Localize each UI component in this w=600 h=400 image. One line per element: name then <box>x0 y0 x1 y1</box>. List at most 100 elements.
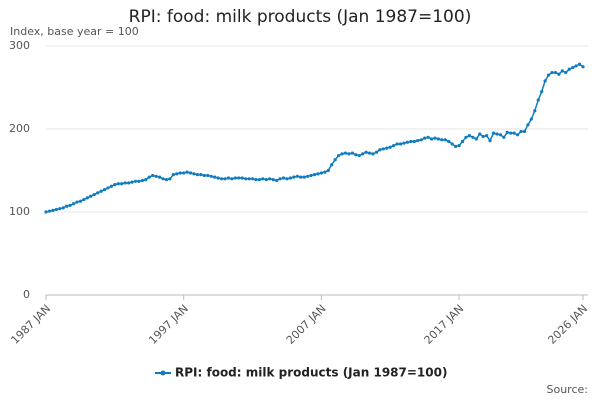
point <box>336 153 341 158</box>
point <box>306 174 310 178</box>
point <box>522 129 527 134</box>
point <box>250 177 255 181</box>
point <box>106 186 110 190</box>
point <box>206 173 210 178</box>
point <box>295 174 299 178</box>
point <box>182 171 186 175</box>
point <box>564 70 568 75</box>
point <box>519 129 523 134</box>
point <box>240 176 244 180</box>
point <box>357 153 361 158</box>
point <box>92 192 96 197</box>
point <box>543 79 547 83</box>
point <box>316 172 320 176</box>
point <box>85 196 89 200</box>
legend-marker <box>160 370 166 376</box>
point <box>381 147 385 151</box>
point <box>68 203 72 207</box>
point <box>209 174 213 178</box>
point <box>412 139 416 144</box>
point <box>185 170 189 174</box>
point <box>457 144 461 148</box>
point <box>471 135 475 139</box>
point <box>464 135 468 139</box>
x-tick-label: 2026 JAN <box>545 302 590 347</box>
point <box>505 130 509 134</box>
point <box>429 137 434 141</box>
point <box>75 200 79 204</box>
source: Source: <box>547 383 589 396</box>
point <box>388 145 392 149</box>
point <box>65 204 69 208</box>
point <box>354 153 358 157</box>
point <box>495 132 499 136</box>
point <box>154 174 158 178</box>
point <box>550 70 554 75</box>
point <box>533 109 537 113</box>
point <box>178 171 182 175</box>
point <box>213 175 217 179</box>
point <box>392 144 396 148</box>
x-tick-label: 1987 JAN <box>8 302 53 347</box>
point <box>120 182 124 186</box>
point <box>216 176 220 180</box>
point <box>168 177 172 181</box>
point <box>151 173 155 178</box>
point <box>426 135 430 139</box>
subtitle: Index, base year = 100 <box>10 25 139 38</box>
point <box>498 133 502 137</box>
point <box>323 170 327 174</box>
point <box>436 137 441 141</box>
point <box>571 65 575 70</box>
point <box>553 70 558 75</box>
point <box>395 142 399 146</box>
point <box>127 181 131 185</box>
point <box>51 208 55 212</box>
point <box>171 173 175 177</box>
point <box>230 177 234 181</box>
point <box>481 134 485 139</box>
point <box>557 72 561 76</box>
point <box>478 132 482 136</box>
point <box>361 152 365 156</box>
point <box>574 64 578 68</box>
point <box>223 177 227 181</box>
point <box>192 172 196 176</box>
point <box>89 194 93 198</box>
point <box>581 65 585 69</box>
point <box>264 178 268 182</box>
point <box>202 173 206 178</box>
point <box>302 175 306 179</box>
point <box>47 209 52 213</box>
point <box>96 191 100 195</box>
point <box>99 189 103 193</box>
point <box>144 178 148 182</box>
point <box>398 142 403 146</box>
point <box>113 183 117 187</box>
point <box>233 176 237 180</box>
point <box>364 150 368 154</box>
point <box>78 199 83 203</box>
point <box>512 131 516 135</box>
point <box>130 180 134 184</box>
legend-label: RPI: food: milk products (Jan 1987=100) <box>175 366 447 380</box>
point <box>133 179 138 183</box>
point <box>140 178 144 183</box>
y-tick-label: 100 <box>9 205 30 218</box>
point <box>237 176 241 180</box>
point <box>485 134 489 138</box>
point <box>275 178 279 183</box>
point <box>385 146 389 150</box>
point <box>577 62 582 66</box>
point <box>371 152 375 156</box>
x-tick-label: 2007 JAN <box>284 302 329 347</box>
point <box>299 175 303 179</box>
point <box>281 176 286 180</box>
point <box>467 134 472 138</box>
point <box>540 90 544 94</box>
point <box>261 177 265 181</box>
chart-title: RPI: food: milk products (Jan 1987=100) <box>129 7 472 27</box>
point <box>175 172 179 176</box>
point <box>195 173 200 177</box>
